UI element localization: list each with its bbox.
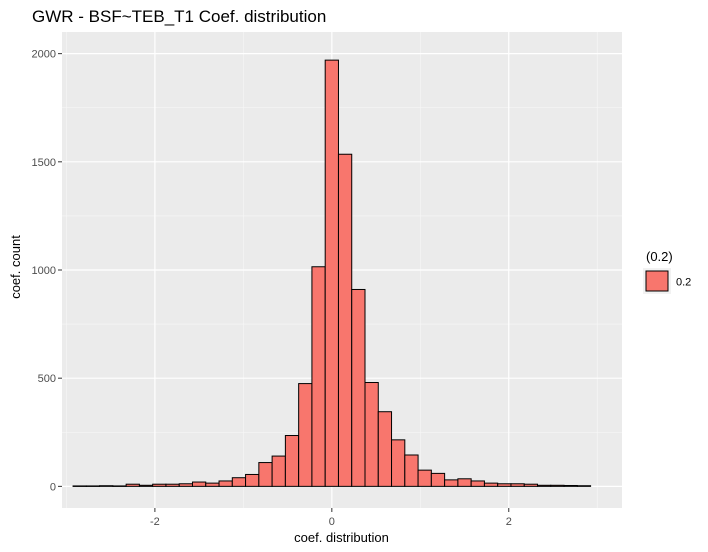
x-axis-ticks: -2 0 2 [150,508,512,528]
histogram-bar [444,479,459,487]
histogram-bar [165,483,180,487]
histogram-bar [218,480,233,487]
histogram-bar [563,484,578,487]
histogram-bar [152,483,167,487]
histogram-bar [324,59,339,487]
y-axis-ticks: 0 500 1000 1500 2000 [32,49,62,493]
y-tick-label: 500 [38,373,56,385]
histogram-bar [178,483,193,487]
histogram-bar [417,469,432,487]
histogram-bar [470,480,485,487]
histogram-bar [231,477,247,487]
histogram-bar [404,454,419,487]
histogram-bar [550,484,565,487]
histogram-bar [377,411,393,487]
histogram-bar [483,482,499,487]
histogram-bar [125,483,140,487]
histogram-bar [271,455,286,487]
histogram-bar [523,483,539,487]
histogram-bar [510,483,525,487]
legend: (0.2) 0.2 [643,249,691,294]
y-tick-label: 0 [50,481,56,493]
x-tick-label: 2 [506,516,512,528]
legend-title: (0.2) [646,249,673,264]
histogram-bar [497,483,512,487]
histogram-bar [337,153,353,487]
histogram-bar [537,484,552,487]
histogram-bar [258,462,273,487]
x-axis-title: coef. distribution [294,530,389,545]
histogram-bar [457,478,472,487]
legend-key-swatch [645,270,669,292]
histogram-bars [72,59,592,487]
x-tick-label: -2 [150,516,160,528]
y-tick-label: 1000 [32,265,56,277]
histogram-bar [72,485,87,487]
histogram-bar [391,439,406,487]
chart-title: GWR - BSF~TEB_T1 Coef. distribution [32,7,326,26]
histogram-bar [364,382,379,487]
y-axis-title: coef. count [8,235,23,299]
histogram-bar [138,484,154,487]
histogram-bar [284,435,300,487]
histogram-bar [351,288,366,487]
y-tick-label: 1500 [32,157,56,169]
histogram-bar [85,485,101,487]
x-tick-label: 0 [329,516,335,528]
histogram-bar [311,266,326,487]
histogram-bar [430,472,446,487]
legend-label: 0.2 [676,277,691,289]
y-tick-label: 2000 [32,49,56,61]
histogram-bar [576,485,592,487]
histogram-bar [298,383,313,487]
histogram-bar [112,485,127,487]
histogram-bar [205,482,220,487]
histogram-bar [191,481,207,487]
histogram-bar [99,485,114,487]
histogram-bar [245,473,260,487]
